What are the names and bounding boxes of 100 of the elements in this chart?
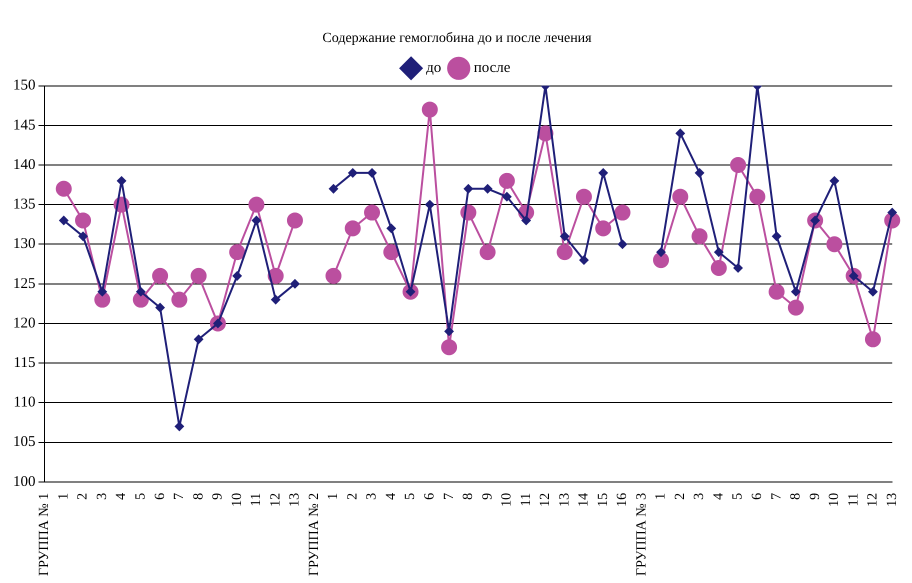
x-tick-label: 7 bbox=[769, 492, 784, 500]
x-tick-label: 4 bbox=[114, 492, 130, 500]
point bbox=[695, 168, 704, 178]
x-tick-label: 8 bbox=[461, 492, 476, 500]
point bbox=[768, 284, 785, 300]
point bbox=[156, 303, 165, 312]
x-tick-label: 13 bbox=[557, 492, 572, 507]
x-tick-label: 12 bbox=[268, 492, 284, 507]
x-tick-label: ГРУППА № 1 bbox=[37, 492, 52, 576]
point bbox=[78, 232, 88, 241]
point bbox=[152, 268, 168, 284]
point bbox=[749, 188, 766, 205]
x-tick-label: 7 bbox=[172, 492, 188, 500]
x-tick-label: 2 bbox=[76, 492, 91, 500]
x-tick-label: 11 bbox=[518, 492, 534, 506]
x-tick-label: 1 bbox=[56, 492, 72, 500]
y-tick-label: 100 bbox=[13, 474, 36, 490]
y-tick-label: 150 bbox=[13, 78, 36, 94]
point bbox=[290, 279, 300, 288]
point bbox=[714, 248, 724, 257]
point bbox=[59, 216, 68, 225]
point bbox=[614, 204, 630, 221]
x-tick-label: 15 bbox=[596, 492, 611, 507]
x-tick-label: 13 bbox=[884, 492, 900, 507]
point bbox=[441, 339, 458, 356]
x-tick-label: 9 bbox=[480, 492, 496, 500]
x-tick-label: 16 bbox=[615, 492, 630, 507]
point bbox=[117, 176, 126, 186]
point bbox=[772, 232, 782, 241]
x-tick-label: 7 bbox=[442, 492, 457, 500]
point bbox=[656, 248, 666, 257]
y-tick-label: 105 bbox=[13, 434, 36, 450]
point bbox=[560, 232, 570, 241]
x-tick-label: 1 bbox=[654, 492, 669, 500]
y-tick-label: 135 bbox=[13, 196, 36, 213]
x-tick-label: 3 bbox=[94, 492, 110, 500]
x-tick-label: 3 bbox=[692, 492, 708, 500]
point bbox=[653, 252, 670, 268]
x-tick-label: 10 bbox=[827, 492, 842, 507]
point bbox=[788, 300, 804, 316]
x-tick-label: 13 bbox=[288, 492, 303, 507]
point bbox=[368, 168, 377, 178]
x-tick-label: 6 bbox=[422, 492, 438, 500]
point bbox=[364, 204, 380, 221]
x-tick-label: 12 bbox=[866, 492, 881, 507]
point bbox=[348, 168, 358, 178]
point bbox=[75, 212, 92, 228]
x-tick-label: 5 bbox=[403, 492, 418, 500]
point bbox=[56, 180, 72, 197]
point bbox=[888, 208, 897, 218]
y-tick-label: 125 bbox=[13, 276, 36, 292]
point bbox=[576, 188, 592, 205]
point bbox=[579, 256, 588, 265]
legend-label: до bbox=[426, 60, 442, 76]
point bbox=[383, 244, 400, 260]
point bbox=[498, 172, 515, 189]
point bbox=[386, 224, 396, 233]
x-tick-label: 11 bbox=[249, 492, 264, 506]
x-tick-label: 4 bbox=[711, 492, 726, 500]
x-tick-label: 3 bbox=[364, 492, 380, 500]
y-tick-label: 130 bbox=[13, 236, 36, 252]
point bbox=[864, 331, 881, 348]
x-tick-label: 9 bbox=[210, 492, 226, 500]
point bbox=[271, 295, 280, 304]
point bbox=[229, 244, 246, 260]
point bbox=[734, 263, 743, 272]
x-tick-label: 9 bbox=[808, 492, 823, 500]
point bbox=[710, 260, 727, 276]
point bbox=[826, 236, 842, 252]
point bbox=[595, 220, 612, 236]
y-tick-label: 115 bbox=[14, 354, 36, 371]
y-tick-label: 140 bbox=[13, 156, 36, 173]
point bbox=[425, 200, 434, 210]
point bbox=[422, 102, 438, 118]
point bbox=[328, 184, 338, 194]
x-tick-label: 10 bbox=[230, 492, 245, 507]
point bbox=[194, 334, 204, 344]
x-tick-label: 4 bbox=[384, 492, 399, 500]
point bbox=[672, 188, 688, 205]
x-tick-label: 5 bbox=[134, 492, 148, 500]
point bbox=[868, 287, 878, 296]
point bbox=[830, 176, 839, 186]
point bbox=[344, 220, 361, 236]
x-tick-label: 8 bbox=[191, 492, 206, 500]
x-tick-label: ГРУППА № 2 bbox=[306, 492, 322, 576]
x-tick-label: 6 bbox=[750, 492, 766, 500]
point bbox=[502, 192, 512, 202]
y-tick-label: 145 bbox=[13, 117, 36, 134]
x-tick-label: 10 bbox=[500, 492, 515, 507]
point bbox=[190, 268, 207, 284]
x-tick-label: 2 bbox=[345, 492, 360, 500]
point bbox=[325, 268, 342, 284]
chart-title: Содержание гемоглобина до и после лечения bbox=[322, 31, 592, 46]
point bbox=[556, 244, 573, 260]
point bbox=[464, 184, 473, 194]
point bbox=[98, 287, 107, 296]
point bbox=[171, 292, 188, 308]
point bbox=[618, 240, 627, 249]
x-tick-label: 6 bbox=[152, 492, 168, 500]
x-tick-label: ГРУППА № 3 bbox=[634, 492, 650, 576]
